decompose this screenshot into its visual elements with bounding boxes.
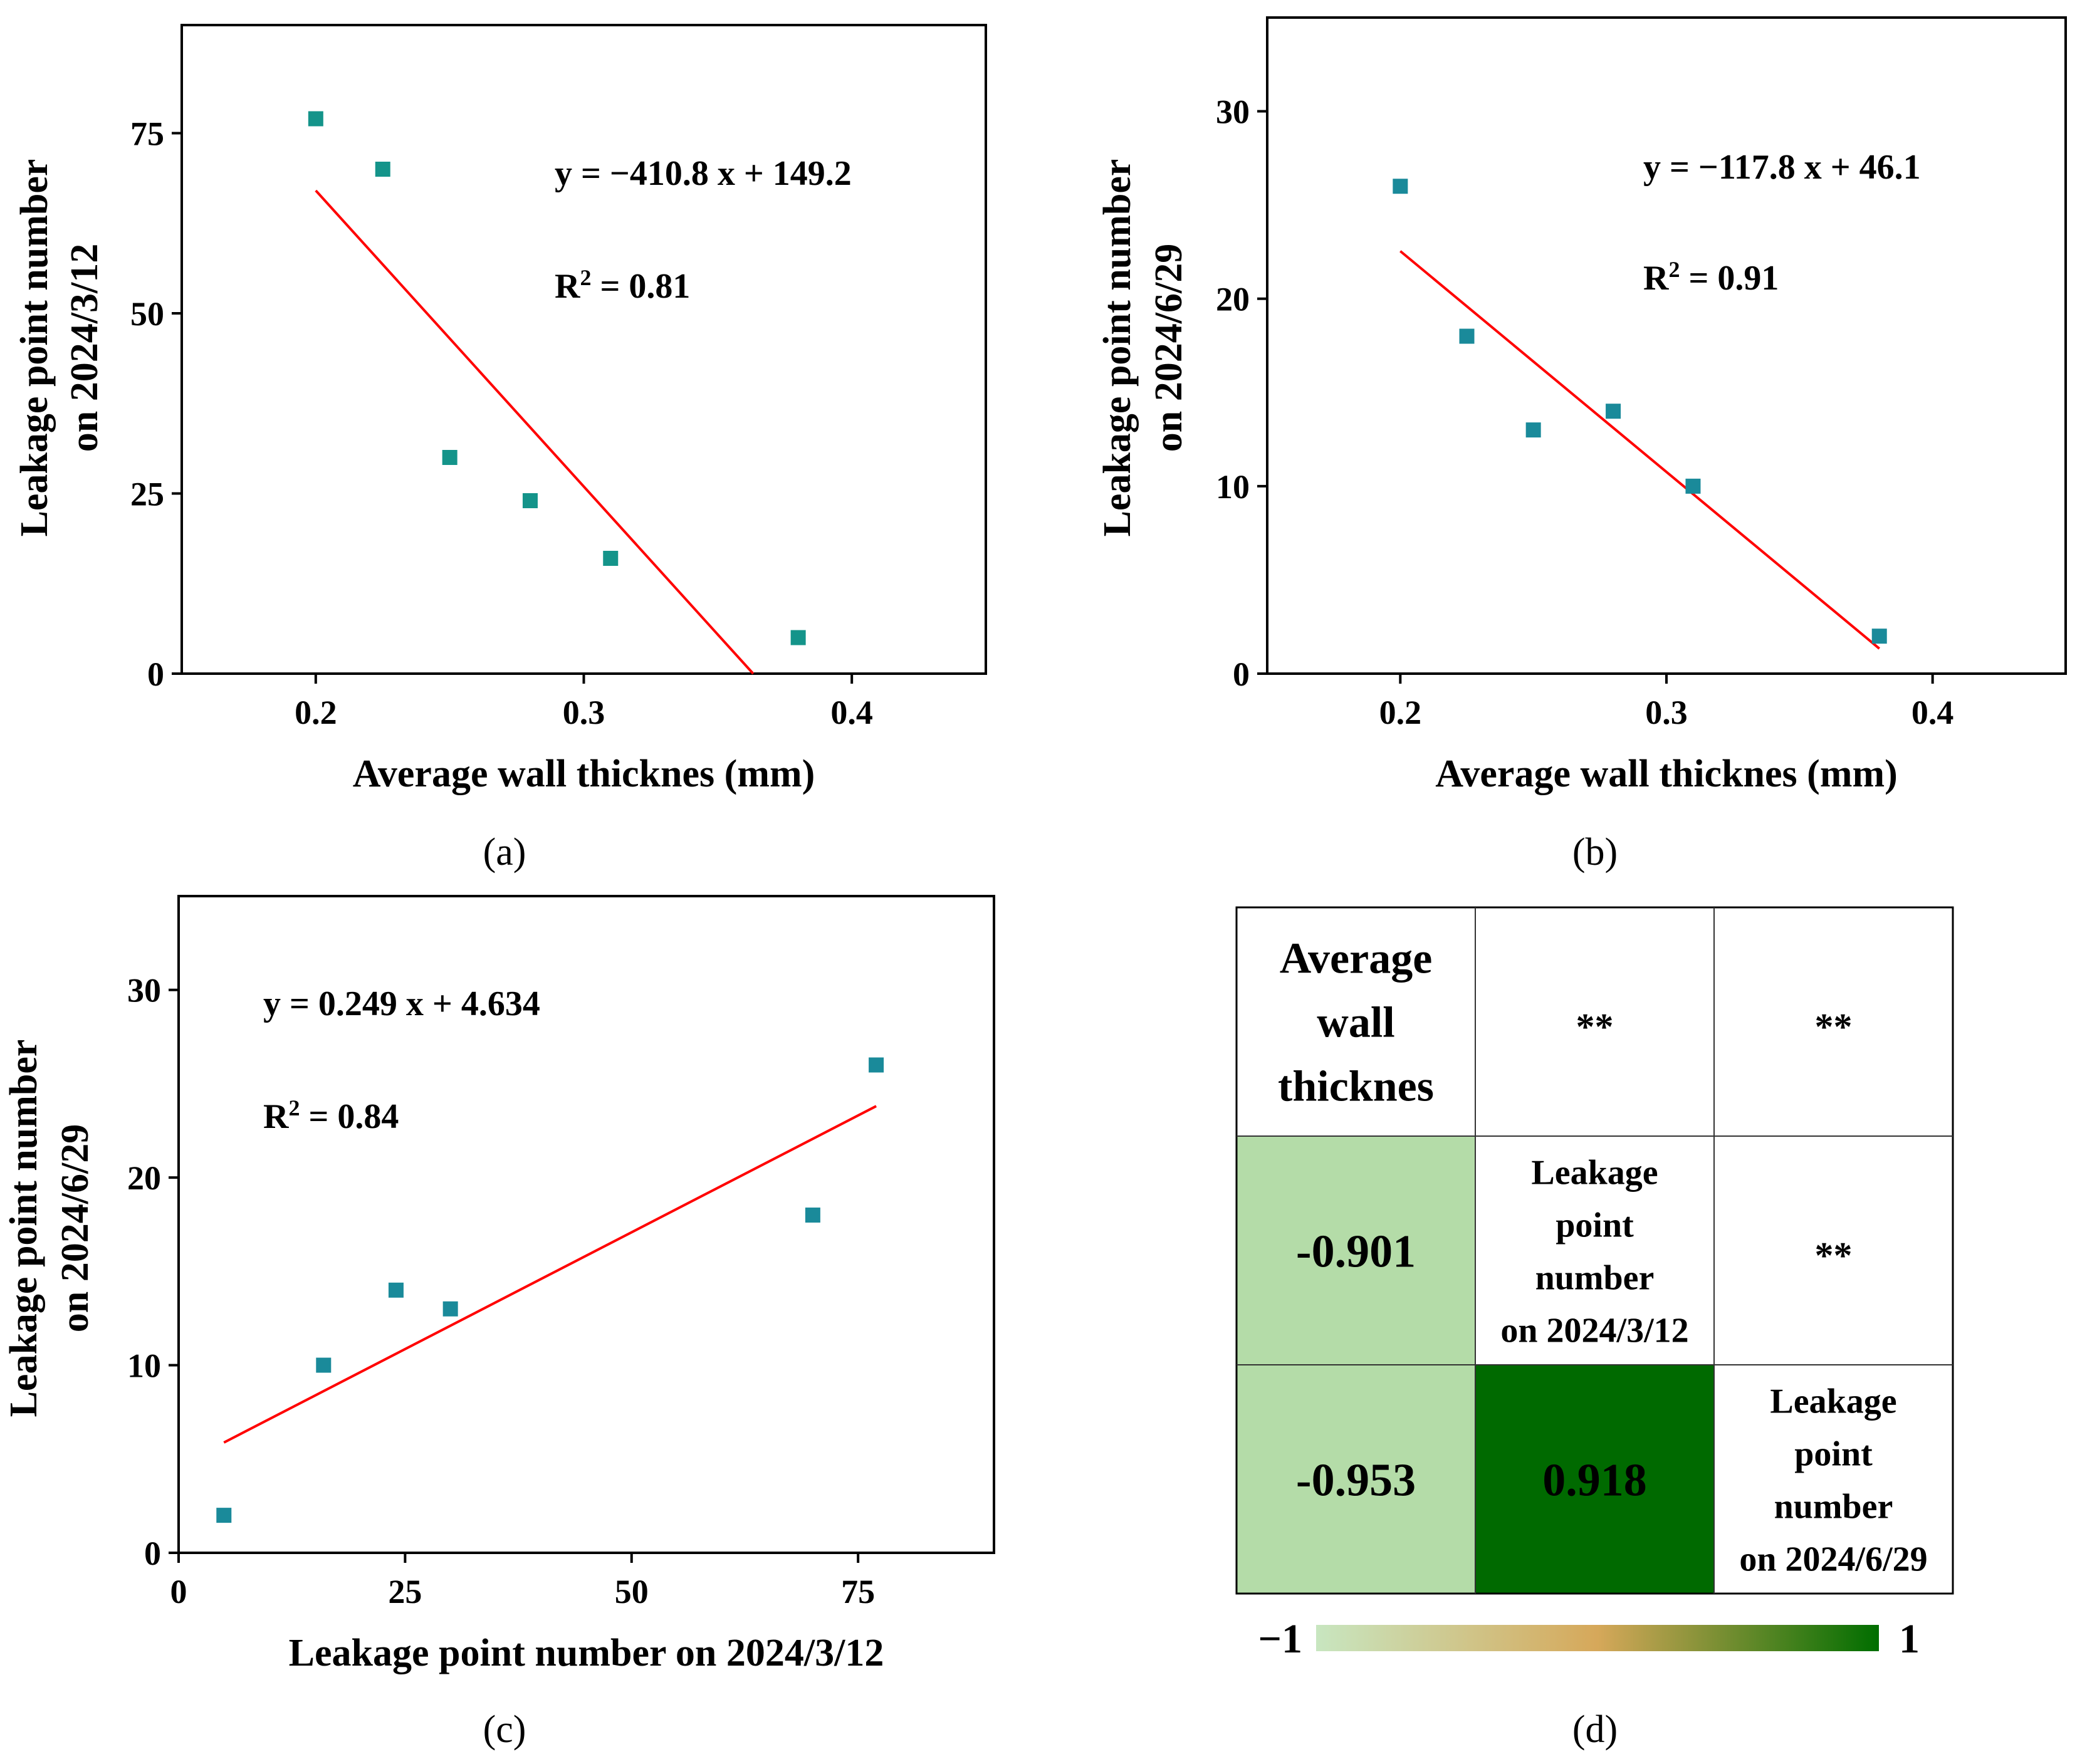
panel-c-y-tick-label: 10 (127, 1347, 161, 1385)
panel-c-data-point (805, 1208, 820, 1223)
panel-c-y-axis-label-line: Leakage point number (3, 1040, 45, 1417)
panel-a-x-tick-label: 0.3 (563, 694, 605, 731)
panel-c-fit-line (223, 1105, 877, 1444)
panel-d-caption: (d) (1572, 1708, 1618, 1751)
correlation-value: -0.901 (1296, 1226, 1416, 1278)
significance-marker: ** (1815, 1006, 1853, 1048)
variable-name-line: on 2024/6/29 (1739, 1540, 1927, 1579)
panel-a-caption: (a) (483, 831, 526, 874)
panel-b-data-point (1525, 422, 1541, 438)
panel-c-plot-frame (177, 895, 995, 1554)
panel-c-y-tick-label: 30 (127, 972, 161, 1010)
panel-a-y-axis-label-line: Leakage point number (13, 159, 56, 537)
panel-b-data-point (1393, 179, 1408, 194)
panel-b-caption: (b) (1572, 831, 1618, 874)
panel-a-y-tick-label: 75 (130, 115, 164, 153)
panel-c-data-point (442, 1301, 458, 1317)
panel-c-data-point (216, 1508, 232, 1523)
panel-a-y-tick-label: 25 (130, 476, 164, 513)
panel-b-data-point (1871, 629, 1887, 644)
correlation-cell (1475, 1365, 1714, 1594)
panel-a-x-tick-label: 0.4 (830, 694, 873, 731)
panel-b-x-axis-label: Average wall thicknes (mm) (1435, 753, 1898, 795)
variable-name-line: Leakage (1770, 1382, 1896, 1421)
variable-name-line: wall (1317, 999, 1394, 1047)
panel-c-x-tick-label: 25 (388, 1573, 422, 1610)
panel-b-x-tick-label: 0.2 (1379, 694, 1422, 731)
panel-c-x-tick-label: 75 (841, 1573, 875, 1610)
panel-b-plot-frame (1266, 16, 2067, 675)
variable-name-line: Leakage (1531, 1154, 1658, 1193)
panel-b-y-axis-label-line: on 2024/6/29 (1148, 244, 1190, 452)
panel-d-correlation-matrix: -0.901 -0.953 0.918 ** ** ** Average wall thickn… (1235, 906, 1954, 1751)
panel-b-r-squared: R2 = 0.91 (1643, 257, 1779, 298)
panel-b-y-tick-label: 30 (1216, 93, 1250, 131)
panel-a-x-axis-label: Average wall thicknes (mm) (353, 753, 815, 795)
panel-c-r-squared: R2 = 0.84 (263, 1095, 399, 1136)
panel-b-y-tick-label: 10 (1216, 468, 1250, 506)
significance-marker: ** (1815, 1235, 1853, 1276)
panel-b-scatter: 0.2 0.3 0.4 0 10 20 30 Average wall thicknes (m… (1096, 16, 2067, 874)
panel-a-data-point (375, 162, 390, 177)
panel-a-equation: y = −410.8 x + 149.2 (555, 154, 852, 193)
panel-a-data-point (522, 493, 538, 508)
panel-c-x-tick-label: 50 (615, 1573, 649, 1610)
panel-a-fit-line (315, 189, 755, 675)
correlation-cell (1237, 1365, 1475, 1594)
panel-b-x-tick-label: 0.3 (1645, 694, 1688, 731)
variable-name-line: thicknes (1278, 1063, 1434, 1111)
panel-a-scatter: 0.2 0.3 0.4 0 25 50 75 Average wall thicknes (m… (13, 24, 987, 874)
panel-a-data-point (790, 630, 806, 645)
panel-a-y-tick-label: 0 (147, 655, 164, 693)
panel-a-plot-frame (180, 24, 987, 675)
correlation-value: 0.918 (1542, 1455, 1647, 1506)
matrix-grid (1237, 907, 1953, 1594)
panel-b-x-tick-label: 0.4 (1911, 694, 1954, 731)
variable-name-line: Average (1280, 935, 1433, 983)
panel-b-fit-line (1399, 250, 1881, 650)
panel-a-x-tick-label: 0.2 (295, 694, 337, 731)
variable-name-line: point (1556, 1206, 1634, 1245)
colorbar-min-label: −1 (1258, 1616, 1302, 1662)
panel-a-y-axis-label-line: on 2024/3/12 (63, 244, 106, 452)
panel-b-data-point (1685, 478, 1701, 494)
panel-a-r-squared: R2 = 0.81 (555, 265, 690, 306)
panel-a-y-tick-label: 50 (130, 295, 164, 333)
correlation-value: -0.953 (1296, 1455, 1416, 1506)
panel-b-y-tick-label: 20 (1216, 281, 1250, 318)
panel-c-data-point (388, 1282, 404, 1298)
correlation-cell (1237, 1136, 1475, 1365)
panel-a-data-point (442, 450, 458, 465)
panel-c-x-tick-label: 0 (170, 1573, 187, 1610)
panel-c-data-point (869, 1057, 884, 1073)
significance-marker: ** (1576, 1006, 1614, 1048)
panel-a-data-point (603, 551, 619, 566)
panel-a-data-point (308, 111, 323, 127)
panel-c-data-point (316, 1357, 332, 1373)
panel-c-caption: (c) (483, 1708, 526, 1751)
panel-b-y-axis-label-line: Leakage point number (1096, 159, 1139, 537)
variable-name-line: number (1535, 1259, 1655, 1298)
colorbar (1316, 1625, 1879, 1651)
variable-name-line: on 2024/3/12 (1500, 1312, 1688, 1350)
panel-c-y-axis-label-line: on 2024/6/29 (54, 1124, 97, 1332)
panel-b-data-point (1459, 328, 1475, 344)
panel-c-x-axis-label: Leakage point number on 2024/3/12 (289, 1632, 884, 1674)
panel-c-y-tick-label: 20 (127, 1159, 161, 1197)
colorbar-max-label: 1 (1899, 1616, 1920, 1662)
panel-b-equation: y = −117.8 x + 46.1 (1643, 148, 1921, 187)
matrix-border (1235, 906, 1954, 1595)
panel-c-equation: y = 0.249 x + 4.634 (263, 984, 540, 1023)
panel-b-data-point (1606, 404, 1621, 419)
panel-b-y-tick-label: 0 (1233, 655, 1250, 693)
panel-c-scatter: 0 25 50 75 0 10 20 30 Leakage point number on 20… (3, 895, 995, 1751)
variable-name-line: point (1794, 1435, 1873, 1474)
variable-name-line: number (1774, 1488, 1893, 1527)
panel-c-y-tick-label: 0 (144, 1535, 161, 1572)
